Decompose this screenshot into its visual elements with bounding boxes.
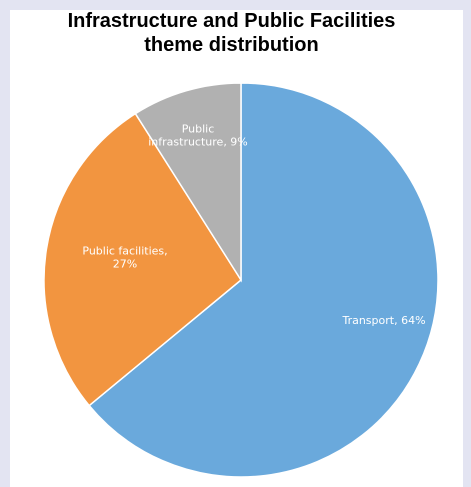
slice-label-transport: Transport, 64%	[341, 314, 425, 327]
slice-label-public-facilities: Public facilities, 27%	[82, 245, 167, 271]
chart-title: Infrastructure and Public Facilities the…	[0, 9, 463, 57]
pie-slice-transport	[88, 82, 439, 478]
pie-slice-public-facilities	[43, 112, 242, 407]
pie-slice-public-infrastructure	[134, 82, 242, 283]
chart-title-line-1: Infrastructure and Public Facilities	[67, 10, 396, 32]
chart-title-line-2: theme distribution	[144, 34, 319, 56]
slice-label-public-infrastructure: Public infrastructure, 9%	[148, 123, 248, 149]
